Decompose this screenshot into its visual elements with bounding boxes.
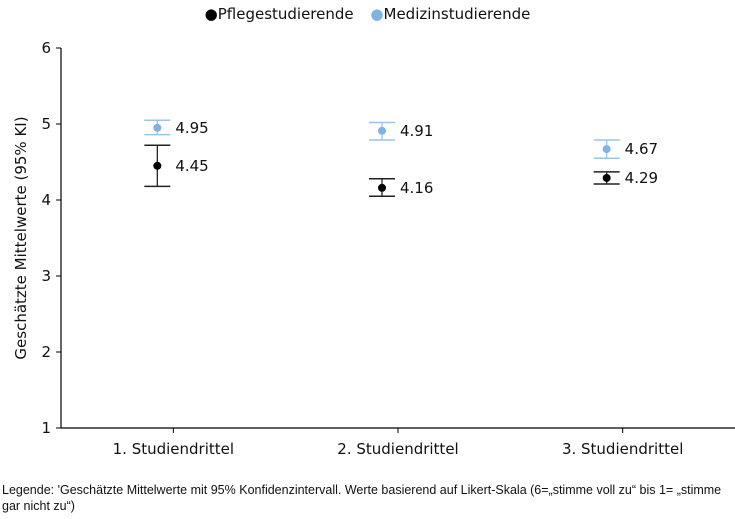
y-tick-label: 6: [41, 39, 51, 57]
x-tick-label: 2. Studiendrittel: [337, 440, 458, 458]
point-pflege: [153, 161, 162, 170]
data-label-medizin: 4.95: [175, 119, 208, 137]
data-label-pflege: 4.45: [175, 157, 208, 175]
x-tick-label: 1. Studiendrittel: [113, 440, 234, 458]
data-label-medizin: 4.67: [625, 140, 658, 158]
data-label-pflege: 4.29: [625, 169, 658, 187]
point-medizin: [602, 145, 611, 154]
legend-item-pflege: ●Pflegestudierende: [205, 5, 354, 23]
x-tick-label: 3. Studiendrittel: [562, 440, 683, 458]
chart-legend: ●Pflegestudierende ●Medizinstudierende: [0, 5, 735, 23]
data-label-medizin: 4.91: [400, 122, 433, 140]
chart-plot: 1 2 3 4 5 6 Geschätzte Mittelwerte (95% KI) 1. …: [12, 39, 735, 458]
y-tick-label: 4: [41, 191, 51, 209]
y-tick-label: 1: [41, 419, 51, 437]
legend-label-medizin: Medizinstudierende: [383, 5, 531, 23]
data-label-pflege: 4.16: [400, 179, 433, 197]
point-pflege: [602, 173, 611, 182]
y-tick-label: 5: [41, 115, 51, 133]
legend-item-medizin: ●Medizinstudierende: [370, 5, 530, 23]
legend-marker-medizin: ●: [370, 5, 384, 23]
y-axis-label: Geschätzte Mittelwerte (95% KI): [12, 116, 30, 359]
figure-caption: Legende: 'Geschätzte Mittelwerte mit 95%…: [2, 483, 722, 513]
point-medizin: [153, 123, 162, 132]
legend-label-pflege: Pflegestudierende: [217, 5, 354, 23]
y-tick-label: 2: [41, 343, 51, 361]
point-medizin: [378, 126, 386, 135]
y-tick-label: 3: [41, 267, 51, 285]
legend-marker-pflege: ●: [204, 5, 218, 23]
point-pflege: [378, 183, 386, 192]
